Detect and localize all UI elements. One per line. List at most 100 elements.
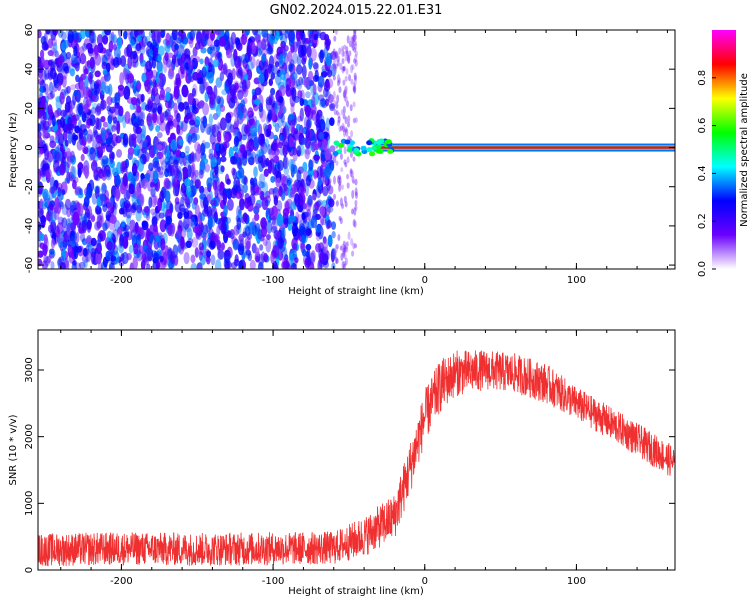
spectrogram-cell [337, 234, 341, 242]
spectrogram-cell [54, 109, 60, 118]
spectrogram-cell [159, 112, 165, 124]
spectrogram-cell [95, 239, 102, 247]
spectrogram-cell [66, 222, 72, 236]
spectrogram-cell [316, 166, 323, 180]
spectrogram-cell [38, 130, 42, 139]
spectrogram-cell [331, 231, 336, 239]
spectrogram-cell [337, 119, 341, 127]
spectrogram-cell [38, 181, 44, 195]
spectrogram-cell [304, 104, 311, 118]
spectrogram-cell [223, 204, 228, 217]
spectrogram-cell [343, 195, 347, 203]
spectrogram-cell [123, 189, 131, 202]
spectrogram-cell [313, 169, 318, 180]
spectrogram-cell [157, 30, 162, 44]
signal-blob [376, 139, 383, 145]
spectrogram-cell [200, 142, 206, 156]
spectrogram-cell [274, 122, 280, 133]
spectrogram-cell [213, 39, 220, 47]
spectrogram-cell [62, 39, 69, 49]
spectrogram-cell [184, 48, 191, 59]
spectrogram-cell [50, 238, 55, 249]
spectrogram-cell [90, 215, 96, 222]
spectrogram-cell [280, 189, 286, 202]
spectrogram-cell [107, 115, 113, 125]
spectrogram-cell [136, 81, 142, 90]
spectrogram-cell [354, 243, 358, 249]
spectrogram-cell [331, 262, 336, 269]
spectrogram-cell [268, 93, 273, 106]
spectrogram-cell [49, 47, 57, 57]
spectrogram-cell [141, 124, 147, 138]
spectrogram-cell [79, 232, 86, 243]
spectrogram-cell [151, 30, 156, 42]
spectrogram-cell [244, 30, 250, 36]
spectrogram-cell [190, 262, 198, 269]
spectrogram-cell [132, 50, 138, 60]
spectrogram-cell [171, 30, 178, 41]
spectrogram-cell [66, 127, 74, 135]
spectrogram-cell [47, 38, 54, 49]
spectrogram-cell [295, 123, 301, 131]
spectrogram-cell [86, 133, 93, 144]
spectrogram-cell [278, 95, 284, 104]
spectrogram-cell [127, 73, 134, 84]
spectrogram-cell [136, 233, 142, 241]
spectrogram-cell [148, 196, 153, 209]
spectrogram-cell [301, 212, 306, 221]
spectrogram-cell [255, 255, 260, 263]
spectrogram-cell [351, 175, 355, 183]
spectrogram-cell [122, 205, 128, 218]
spectrogram-cell [268, 188, 275, 195]
spectrogram-cell [56, 64, 63, 73]
spectrogram-cell [334, 56, 338, 63]
spectrogram-cell [65, 218, 71, 232]
spectrogram-cell [146, 115, 152, 122]
spectrogram-cell [108, 217, 116, 231]
spectrogram-cell [340, 125, 344, 131]
spectrogram-cell [343, 146, 347, 155]
spectrogram-cell [306, 45, 312, 58]
spectrogram-cell [163, 250, 170, 260]
spectrogram-cell [324, 132, 331, 141]
spectrogram-cell [352, 101, 356, 108]
spectrogram-cell [65, 51, 72, 60]
spectrogram-cell [81, 219, 87, 234]
spectrogram-cell [59, 262, 66, 269]
spectrogram-cell [120, 161, 125, 175]
spectrogram-cell [304, 136, 312, 149]
spectrogram-cell [49, 174, 54, 187]
spectrogram-cell [268, 109, 273, 120]
spectrogram-cell [171, 54, 177, 65]
spectrogram-cell [194, 247, 199, 258]
spectrogram-cell [185, 198, 191, 206]
spectrogram-cell [329, 102, 336, 110]
spectrogram-cell [153, 195, 158, 206]
spectrogram-cell [351, 36, 355, 44]
spectrogram-cell [257, 261, 264, 269]
signal-blob [366, 147, 373, 153]
spectrogram-cell [206, 177, 213, 189]
signal-blob [366, 140, 373, 146]
spectrogram-cell [106, 198, 114, 209]
spectrogram-cell [66, 156, 71, 169]
spectrogram-cell [260, 54, 266, 62]
spectrogram-cell [147, 242, 153, 250]
spectrogram-cell [39, 85, 47, 93]
spectrogram-cell [90, 251, 96, 265]
snr-xtick-label: -100 [262, 576, 285, 587]
spectrogram-cell [285, 30, 290, 34]
spectrogram-cell [157, 54, 162, 63]
spectrogram-cell [159, 73, 166, 87]
spectrogram-cell [123, 30, 128, 40]
spectrogram-cell [70, 112, 76, 123]
spectrogram-cell [337, 116, 341, 124]
spectrogram-cell [308, 159, 313, 172]
spectrogram-cell [81, 110, 87, 123]
spectrogram-cell [237, 242, 245, 256]
spectrogram-cell [145, 212, 151, 221]
spectrogram-cell [332, 62, 336, 72]
spectrogram-cell [337, 74, 341, 83]
spectrogram-cell [179, 60, 186, 75]
